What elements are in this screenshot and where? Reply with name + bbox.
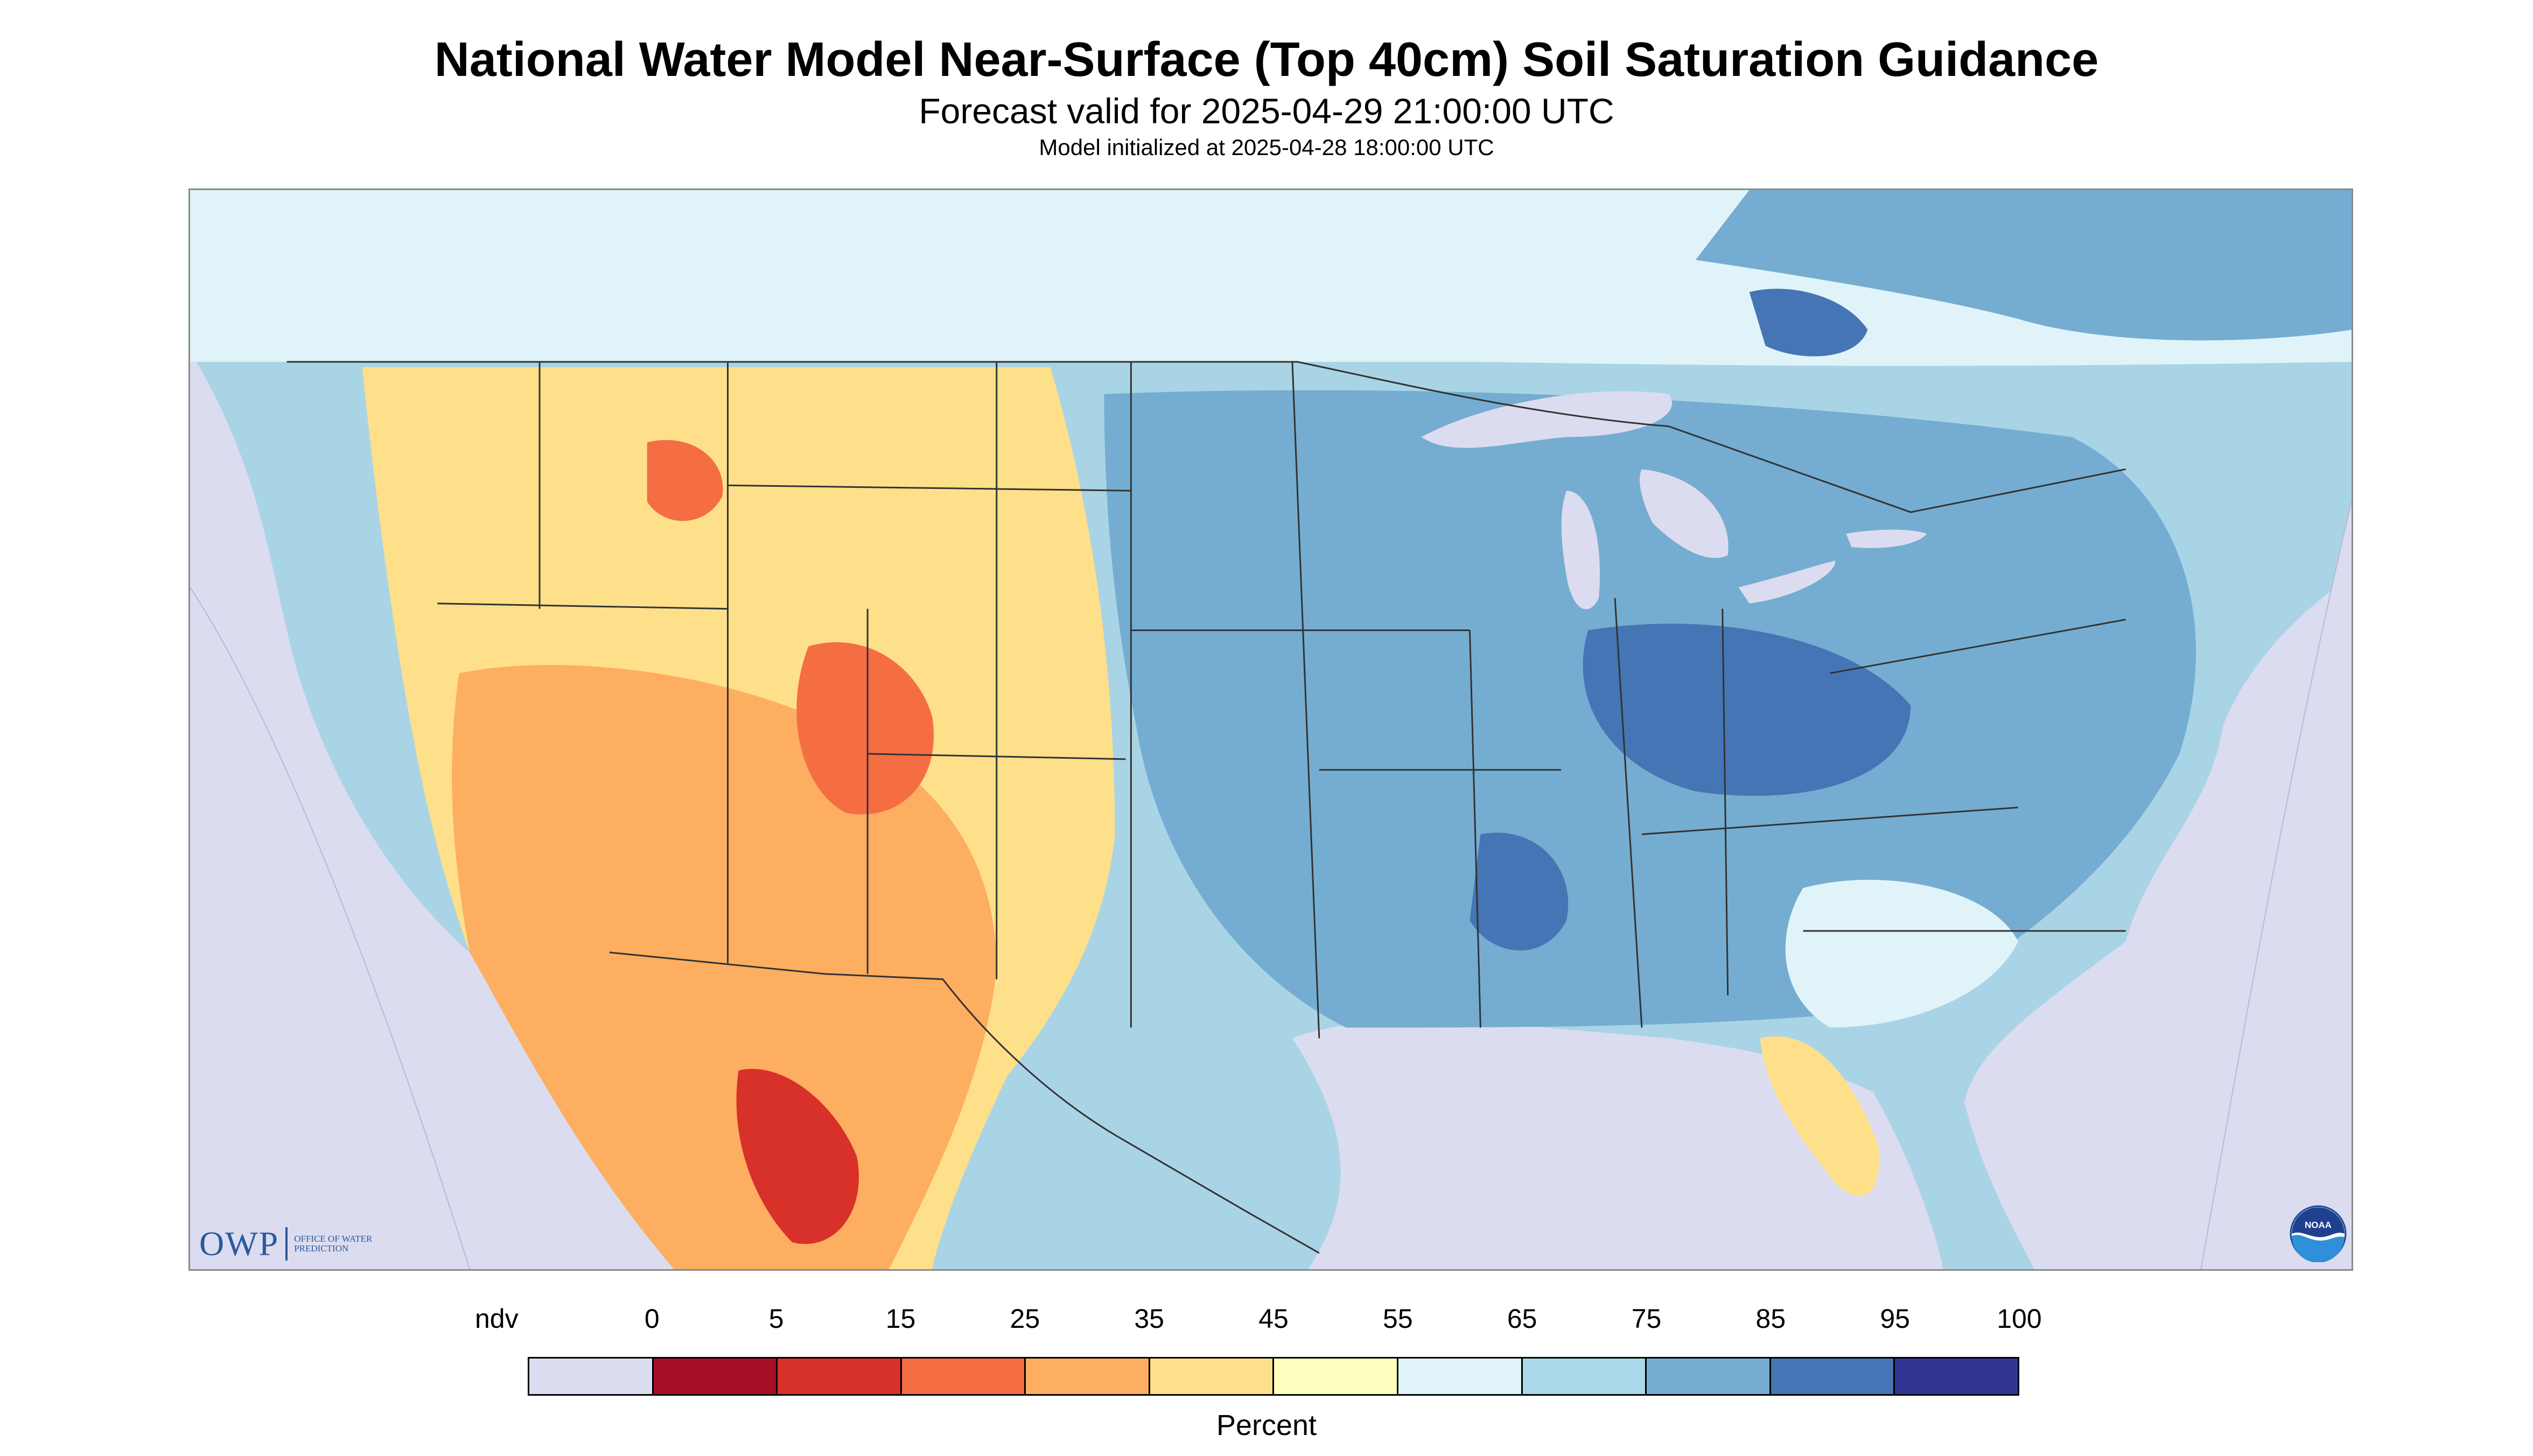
lake-erie (1738, 560, 1836, 604)
map-canvas (190, 190, 2352, 1269)
owp-logo-divider (285, 1227, 288, 1261)
legend-tick-label: 25 (1010, 1304, 1040, 1334)
lake-superior (1421, 391, 1673, 448)
southwest-moderately-dry (452, 665, 997, 1269)
legend-tick-label: 55 (1383, 1304, 1413, 1334)
owp-logo: OWP OFFICE OF WATER PREDICTION (199, 1222, 375, 1265)
legend-tick-label: 35 (1134, 1304, 1164, 1334)
us-canada-border (286, 361, 2126, 513)
mississippi-valley-very-wet (1470, 832, 1569, 951)
legend-tick-label: 75 (1631, 1304, 1662, 1334)
legend-color-bar (528, 1357, 2019, 1396)
southeast-neutral-zone (1785, 879, 2018, 1028)
color-legend: ndv 0 5 15 25 35 45 55 65 75 85 95 100 (475, 1303, 2042, 1411)
legend-tick-label: 45 (1258, 1304, 1289, 1334)
legend-tick-label: 65 (1507, 1304, 1537, 1334)
lake-ontario (1846, 529, 1927, 548)
legend-swatch (900, 1357, 1026, 1396)
legend-swatch (1024, 1357, 1150, 1396)
legend-tick-label: ndv (474, 1304, 519, 1334)
owp-logo-mark: OWP (199, 1224, 279, 1263)
legend-tick-label: 85 (1755, 1304, 1786, 1334)
domain-edge-east (2200, 501, 2352, 1269)
soil-saturation-map (188, 188, 2353, 1271)
legend-swatch (1893, 1357, 2019, 1396)
florida-dry-zone (1760, 1036, 1879, 1196)
legend-unit-label: Percent (1216, 1409, 1317, 1441)
state-borders (286, 361, 2126, 1254)
hudson-area-saturated (1749, 289, 1868, 356)
legend-tick-label: 5 (768, 1304, 784, 1334)
legend-swatch (1645, 1357, 1771, 1396)
model-init-line: Model initialized at 2025-04-28 18:00:00… (1039, 135, 1494, 160)
map-title: National Water Model Near-Surface (Top 4… (434, 33, 2099, 87)
legend-tick-label: 95 (1880, 1304, 1910, 1334)
interior-state-lines (437, 361, 2126, 1039)
legend-tick-label: 0 (644, 1304, 660, 1334)
forecast-valid-subtitle: Forecast valid for 2025-04-29 21:00:00 U… (919, 91, 1614, 131)
ohio-valley-very-wet (1583, 624, 1911, 796)
noaa-logo: NOAA (2290, 1205, 2347, 1262)
lake-huron (1640, 469, 1729, 558)
owp-logo-text: OFFICE OF WATER PREDICTION (294, 1234, 373, 1254)
legend-swatch (652, 1357, 778, 1396)
model-domain (190, 190, 2352, 1269)
legend-swatch (1769, 1357, 1895, 1396)
legend-swatch (1148, 1357, 1275, 1396)
legend-swatch (528, 1357, 654, 1396)
noaa-logo-text: NOAA (2305, 1220, 2332, 1230)
legend-swatch (776, 1357, 902, 1396)
legend-swatch (1521, 1357, 1647, 1396)
legend-tick-label: 15 (885, 1304, 916, 1334)
rockies-dry-zone (796, 642, 934, 815)
domain-edge-west (190, 587, 471, 1269)
mexico-very-dry-zone (736, 1069, 859, 1244)
canada-very-wet-zone (1695, 190, 2352, 341)
legend-tick-label: 100 (1997, 1304, 2042, 1334)
lake-michigan (1561, 491, 1600, 610)
montana-dry-zone (647, 440, 723, 521)
legend-swatch (1397, 1357, 1523, 1396)
legend-swatch (1272, 1357, 1399, 1396)
us-mexico-border (609, 951, 1320, 1254)
